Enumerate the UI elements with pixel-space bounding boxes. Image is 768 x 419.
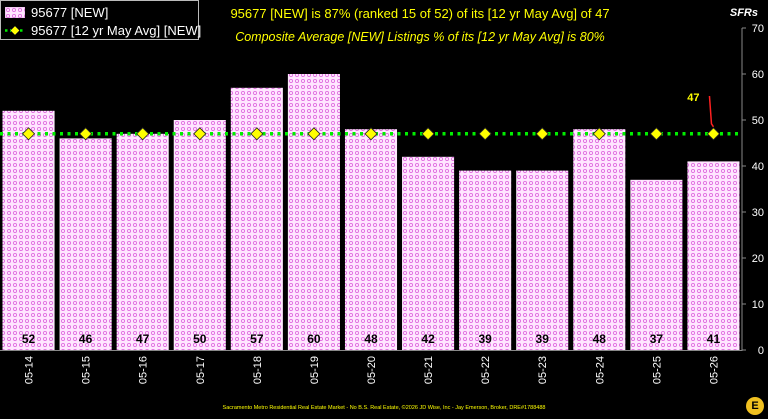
x-tick-label-05-22: 05-22 [480, 356, 492, 384]
average-marker-05-18 [250, 127, 264, 141]
brand-logo-icon: E [746, 397, 764, 415]
average-marker-05-17 [193, 127, 207, 141]
y-tick-label-40: 40 [752, 161, 764, 173]
bar-series [2, 74, 740, 351]
bar-05-24 [573, 129, 626, 350]
y-tick-label-20: 20 [752, 253, 764, 265]
x-tick-label-05-19: 05-19 [309, 356, 321, 384]
average-marker-05-15 [79, 127, 93, 141]
data-label-05-16: 47 [136, 332, 150, 346]
y-tick-label-50: 50 [752, 115, 764, 127]
x-axis: 05-14 05-15 05-16 05-17 05-18 05-19 05-20 05-21… [0, 350, 742, 384]
x-tick-label-05-23: 05-23 [537, 356, 549, 384]
bar-05-18 [230, 87, 283, 351]
annotation-label: 47 [687, 92, 699, 104]
bar-05-14 [2, 110, 55, 350]
data-label-05-26: 41 [707, 332, 721, 346]
average-marker-05-25 [649, 127, 663, 141]
data-label-05-25: 37 [650, 332, 664, 346]
average-marker-05-24 [592, 127, 606, 141]
bar-05-26 [687, 161, 740, 350]
x-tick-label-05-17: 05-17 [195, 356, 207, 384]
average-marker-05-21 [421, 127, 435, 141]
x-tick-label-05-24: 05-24 [594, 356, 606, 384]
legend-bar-swatch [5, 6, 25, 18]
bar-05-21 [402, 156, 455, 350]
bar-05-23 [516, 170, 569, 350]
average-line-series [0, 127, 742, 141]
bar-05-17 [173, 120, 226, 350]
y-tick-label-70: 70 [752, 23, 764, 35]
y-axis: 0 10 20 30 40 50 60 70 [741, 23, 764, 357]
x-tick-label-05-14: 05-14 [24, 356, 36, 384]
bar-05-19 [287, 74, 340, 350]
y-tick-label-30: 30 [752, 207, 764, 219]
data-label-05-18: 57 [250, 332, 264, 346]
average-marker-05-19 [307, 127, 321, 141]
bar-05-20 [344, 129, 398, 350]
bar-05-25 [630, 179, 683, 350]
average-marker-05-14 [21, 127, 36, 141]
data-label-05-22: 39 [478, 332, 492, 346]
average-marker-05-20 [364, 127, 378, 141]
legend-line-swatch [5, 25, 25, 35]
chart-subtitle: Composite Average [NEW] Listings % of it… [235, 30, 605, 44]
bar-05-16 [116, 133, 169, 350]
average-marker-05-22 [478, 127, 492, 141]
data-label-05-24: 48 [593, 332, 607, 346]
data-label-05-20: 48 [364, 332, 378, 346]
annotation: 47 [687, 92, 715, 128]
footer-credit: Sacramento Metro Residential Real Estate… [222, 405, 546, 411]
data-label-05-19: 60 [307, 332, 321, 346]
x-tick-label-05-26: 05-26 [708, 356, 720, 384]
legend-item-average: 95677 [12 yr May Avg] [NEW] [5, 22, 201, 38]
x-tick-label-05-15: 05-15 [81, 356, 93, 384]
data-labels: 52 46 47 50 57 60 48 42 39 39 48 37 41 [22, 332, 721, 346]
x-tick-label-05-21: 05-21 [423, 356, 435, 384]
annotation-arrow [708, 95, 715, 128]
x-tick-label-05-16: 05-16 [138, 356, 150, 384]
legend-average-label: 95677 [12 yr May Avg] [NEW] [31, 22, 202, 38]
average-marker-05-16 [136, 127, 150, 141]
legend-bar-label: 95677 [NEW] [31, 4, 109, 20]
average-marker-05-23 [535, 127, 549, 141]
y-axis-unit-label: SFRs [729, 7, 758, 19]
bar-05-22 [459, 170, 512, 350]
data-label-05-23: 39 [536, 332, 550, 346]
y-tick-label-10: 10 [752, 299, 764, 311]
data-label-05-15: 46 [79, 332, 93, 346]
data-label-05-21: 42 [421, 332, 435, 346]
x-tick-label-05-18: 05-18 [252, 356, 264, 384]
y-tick-label-60: 60 [752, 69, 764, 81]
chart-title: 95677 [NEW] is 87% (ranked 15 of 52) of … [230, 6, 610, 21]
x-tick-label-05-25: 05-25 [651, 356, 663, 384]
bar-05-15 [59, 138, 112, 350]
average-marker-05-26 [706, 127, 721, 141]
data-label-05-14: 52 [22, 332, 36, 346]
y-tick-label-0: 0 [758, 345, 764, 357]
data-label-05-17: 50 [193, 332, 207, 346]
legend-item-bars: 95677 [NEW] [5, 4, 108, 20]
legend: 95677 [NEW] 95677 [12 yr May Avg] [NEW] [0, 0, 201, 40]
x-tick-label-05-20: 05-20 [366, 356, 378, 384]
